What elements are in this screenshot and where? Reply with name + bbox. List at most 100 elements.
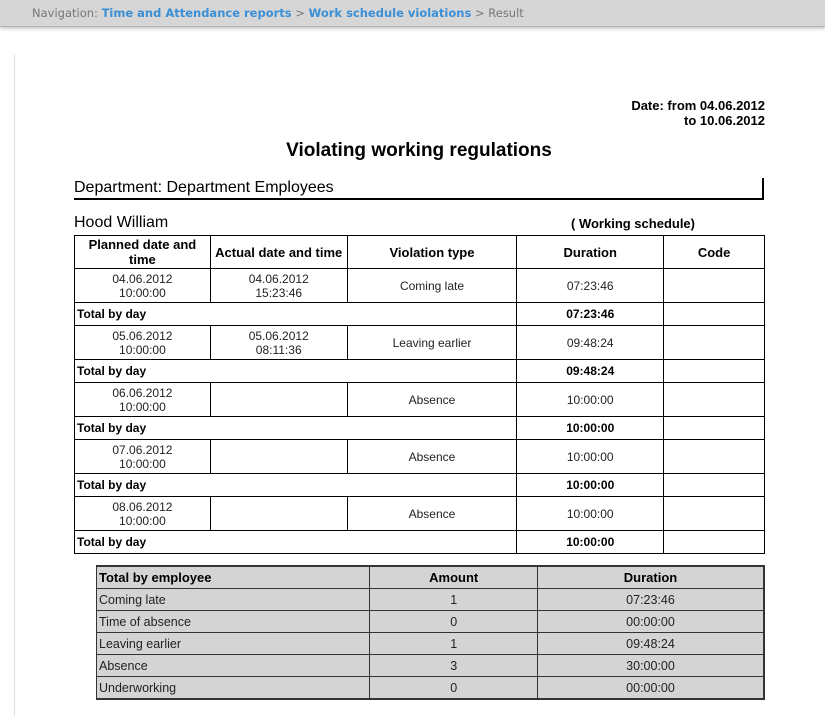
summary-row: Leaving earlier 1 09:48:24 xyxy=(95,632,765,655)
nav-separator: > xyxy=(474,6,485,20)
summary-amount: 1 xyxy=(369,588,539,611)
planned-time: 10:00:00 xyxy=(119,399,166,414)
summary-amount: 0 xyxy=(369,676,539,700)
summary-type: Leaving earlier xyxy=(95,632,371,655)
violation-type-cell: Leaving earlier xyxy=(346,325,518,360)
summary-header-duration: Duration xyxy=(537,565,765,589)
date-to: to 10.06.2012 xyxy=(684,113,765,128)
nav-separator: > xyxy=(295,6,305,20)
total-by-day-row: Total by day 09:48:24 xyxy=(73,359,765,383)
planned-time: 10:00:00 xyxy=(119,342,166,357)
table-row: 04.06.2012 10:00:00 04.06.2012 15:23:46 Co… xyxy=(74,268,765,303)
summary-type: Coming late xyxy=(95,588,371,611)
planned-date: 08.06.2012 xyxy=(112,499,173,514)
code-cell xyxy=(663,496,765,531)
total-duration: 10:00:00 xyxy=(516,416,665,440)
violation-type-cell: Coming late xyxy=(346,268,518,303)
actual-cell xyxy=(209,496,348,531)
summary-duration: 00:00:00 xyxy=(537,610,765,633)
total-by-day-row: Total by day 07:23:46 xyxy=(73,302,765,326)
schedule-label: ( Working schedule) xyxy=(571,216,695,231)
navigation-bar: Navigation: Time and Attendance reports … xyxy=(0,0,825,27)
total-label: Total by day xyxy=(73,473,518,497)
summary-header-row: Total by employee Amount Duration xyxy=(95,565,765,589)
header-violation-type: Violation type xyxy=(346,235,518,269)
summary-row: Coming late 1 07:23:46 xyxy=(95,588,765,611)
header-planned: Planned date and time xyxy=(74,235,211,269)
duration-cell: 07:23:46 xyxy=(516,268,665,303)
planned-time: 10:00:00 xyxy=(119,513,166,528)
report-title: Violating working regulations xyxy=(286,140,552,161)
total-duration: 10:00:00 xyxy=(516,473,665,497)
summary-amount: 1 xyxy=(369,632,539,655)
table-row: 08.06.2012 10:00:00 Absence 10:00:00 xyxy=(74,496,765,531)
code-cell xyxy=(663,268,765,303)
total-duration: 07:23:46 xyxy=(516,302,665,326)
actual-cell: 05.06.2012 08:11:36 xyxy=(209,325,348,360)
total-duration: 10:00:00 xyxy=(516,530,665,554)
violations-table: Planned date and time Actual date and ti… xyxy=(73,235,765,554)
table-header-row: Planned date and time Actual date and ti… xyxy=(74,235,765,269)
duration-cell: 10:00:00 xyxy=(516,496,665,531)
planned-cell: 06.06.2012 10:00:00 xyxy=(74,382,211,417)
nav-link-time-attendance-reports[interactable]: Time and Attendance reports xyxy=(101,6,292,20)
violation-type-cell: Absence xyxy=(346,439,518,474)
employee-name: Hood William xyxy=(74,214,169,231)
nav-link-work-schedule-violations[interactable]: Work schedule violations xyxy=(308,6,472,20)
code-cell xyxy=(663,325,765,360)
date-from: Date: from 04.06.2012 xyxy=(631,98,765,113)
planned-cell: 05.06.2012 10:00:00 xyxy=(74,325,211,360)
actual-date: 05.06.2012 xyxy=(248,328,309,343)
total-duration: 09:48:24 xyxy=(516,359,665,383)
total-label: Total by day xyxy=(73,302,518,326)
summary-row: Underworking 0 00:00:00 xyxy=(95,676,765,700)
summary-duration: 09:48:24 xyxy=(537,632,765,655)
summary-type: Time of absence xyxy=(95,610,371,633)
total-code xyxy=(663,530,765,554)
duration-cell: 09:48:24 xyxy=(516,325,665,360)
employee-summary-table: Total by employee Amount Duration Coming… xyxy=(95,565,765,700)
header-actual: Actual date and time xyxy=(209,235,348,269)
summary-amount: 3 xyxy=(369,654,539,677)
planned-cell: 08.06.2012 10:00:00 xyxy=(74,496,211,531)
summary-header-amount: Amount xyxy=(369,565,539,589)
actual-cell xyxy=(209,439,348,474)
planned-time: 10:00:00 xyxy=(119,456,166,471)
summary-header-type: Total by employee xyxy=(95,565,371,589)
actual-cell xyxy=(209,382,348,417)
total-code xyxy=(663,359,765,383)
total-label: Total by day xyxy=(73,359,518,383)
summary-type: Absence xyxy=(95,654,371,677)
summary-row: Absence 3 30:00:00 xyxy=(95,654,765,677)
planned-cell: 07.06.2012 10:00:00 xyxy=(74,439,211,474)
table-row: 07.06.2012 10:00:00 Absence 10:00:00 xyxy=(74,439,765,474)
header-code: Code xyxy=(663,235,765,269)
actual-cell: 04.06.2012 15:23:46 xyxy=(209,268,348,303)
planned-time: 10:00:00 xyxy=(119,285,166,300)
summary-duration: 00:00:00 xyxy=(537,676,765,700)
planned-date: 04.06.2012 xyxy=(112,271,173,286)
date-range: Date: from 04.06.2012 to 10.06.2012 xyxy=(631,98,765,128)
actual-time: 08:11:36 xyxy=(255,342,302,357)
nav-prefix: Navigation: xyxy=(32,6,98,20)
table-row: 06.06.2012 10:00:00 Absence 10:00:00 xyxy=(74,382,765,417)
table-row: 05.06.2012 10:00:00 05.06.2012 08:11:36 Le… xyxy=(74,325,765,360)
total-code xyxy=(663,416,765,440)
summary-row: Time of absence 0 00:00:00 xyxy=(95,610,765,633)
actual-time: 15:23:46 xyxy=(255,285,303,300)
header-duration: Duration xyxy=(516,235,665,269)
total-code xyxy=(663,473,765,497)
duration-cell: 10:00:00 xyxy=(516,382,665,417)
summary-duration: 07:23:46 xyxy=(537,588,765,611)
actual-date: 04.06.2012 xyxy=(248,271,309,286)
planned-cell: 04.06.2012 10:00:00 xyxy=(74,268,211,303)
code-cell xyxy=(663,382,765,417)
total-by-day-row: Total by day 10:00:00 xyxy=(73,530,765,554)
page-left-border xyxy=(14,55,15,716)
planned-date: 07.06.2012 xyxy=(112,442,173,457)
total-by-day-row: Total by day 10:00:00 xyxy=(73,473,765,497)
violation-type-cell: Absence xyxy=(346,382,518,417)
planned-date: 06.06.2012 xyxy=(112,385,173,400)
nav-current: Result xyxy=(488,6,524,20)
summary-duration: 30:00:00 xyxy=(537,654,765,677)
